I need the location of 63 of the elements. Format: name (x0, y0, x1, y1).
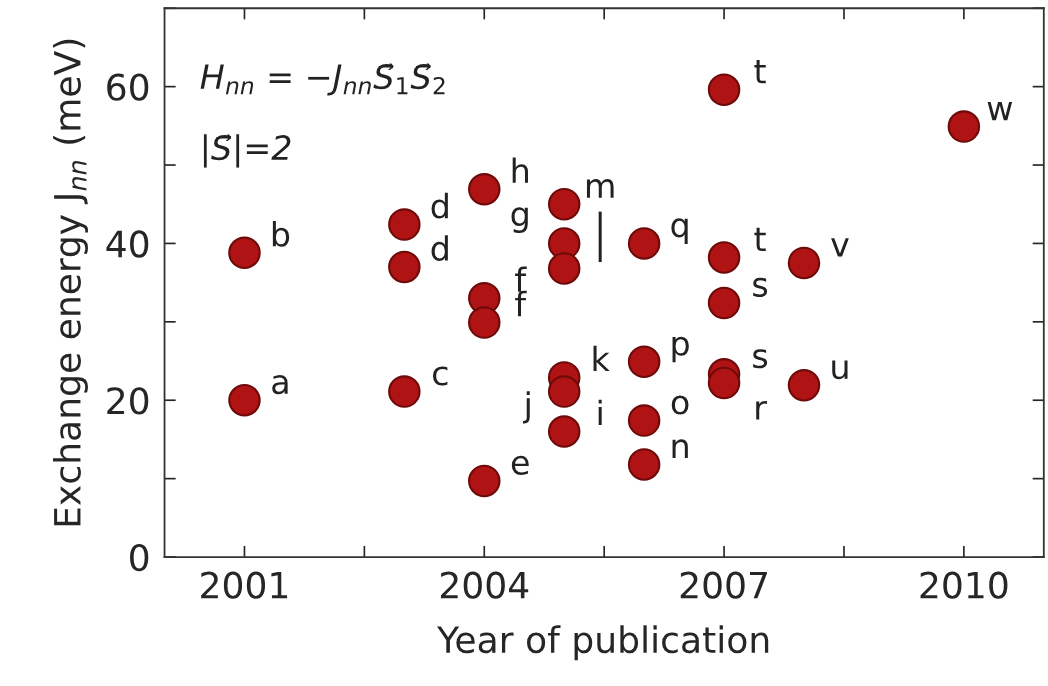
point (707, 286, 741, 320)
point (468, 464, 501, 498)
annotation: |S⃗|=2 (203, 134, 291, 168)
point (388, 375, 421, 408)
point (547, 375, 581, 408)
annotation: w (987, 101, 1013, 121)
point (468, 173, 501, 206)
annotation: t (754, 59, 766, 84)
point (707, 73, 741, 107)
annotation: q (671, 218, 688, 244)
point (707, 241, 741, 274)
y-tick-label: 0 (130, 543, 149, 572)
point (627, 345, 661, 379)
annotation: s (753, 277, 768, 298)
point (228, 383, 261, 417)
annotation: c (432, 366, 448, 386)
point (547, 252, 581, 285)
x-tick-label: 2010 (920, 571, 1008, 599)
y-axis-title: Exchange energy J$_{nn}$ (meV) (53, 39, 88, 526)
annotation: f (515, 290, 527, 317)
point (547, 187, 581, 221)
x-tick-label: 2001 (201, 571, 288, 599)
annotation: b (272, 221, 290, 247)
annotation: u (832, 360, 848, 380)
annotation: H$_{nn}$ = −J$_{nn}$S⃗$_{1}$S⃗$_{2}$ (200, 63, 445, 96)
annotation: p (672, 336, 689, 363)
annotation: i (598, 399, 602, 426)
annotation: r (756, 400, 767, 420)
point (547, 415, 581, 448)
annotation: v (831, 238, 849, 257)
annotation: d (431, 192, 448, 219)
annotation: t (754, 227, 766, 252)
point (228, 236, 261, 270)
annotation: m (586, 179, 614, 198)
annotation: j (523, 391, 530, 424)
annotation: l (598, 236, 602, 263)
annotation: g (511, 207, 528, 233)
annotation: a (272, 375, 288, 395)
annotation: e (511, 455, 529, 475)
x-tick-label: 2007 (680, 571, 767, 599)
point (627, 227, 661, 260)
annotation: l (598, 211, 602, 237)
point (388, 250, 421, 284)
point (947, 110, 981, 143)
annotation: h (512, 157, 528, 183)
point (787, 369, 821, 402)
point (627, 404, 661, 437)
annotation: k (593, 345, 610, 372)
y-tick-label: 60 (107, 73, 149, 101)
annotation: s (753, 349, 768, 369)
annotation: n (672, 439, 688, 459)
point (468, 306, 501, 339)
y-tick-label: 40 (106, 230, 149, 258)
annotation: f (515, 266, 527, 292)
point (627, 448, 661, 481)
annotation: d (431, 235, 448, 261)
point (787, 246, 821, 280)
point (388, 208, 421, 241)
x-axis-title: Year of publication (437, 625, 769, 661)
x-tick-label: 2004 (440, 571, 529, 599)
annotation: o (671, 395, 689, 415)
y-tick-label: 20 (107, 387, 149, 415)
point (707, 366, 741, 400)
